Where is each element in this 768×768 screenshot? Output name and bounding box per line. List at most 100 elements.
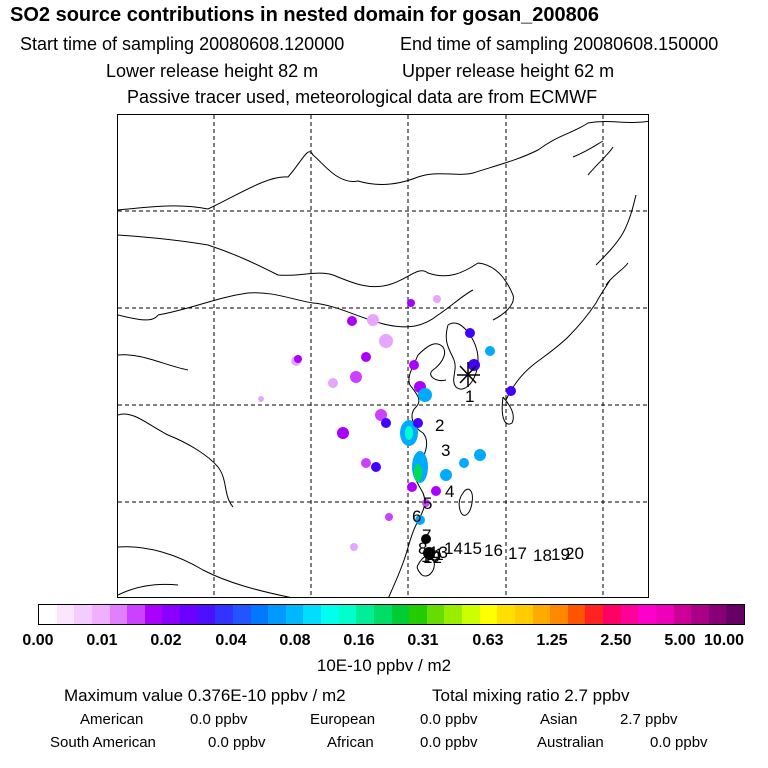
plume-patch [431,486,441,496]
colorbar-swatch [39,605,57,624]
trajectory-dots [421,534,435,559]
trajectory-label: 11 [426,545,444,564]
colorbar-swatch [638,605,656,624]
kazakh-border [118,314,189,371]
upper-release-height: Upper release height 62 m [402,61,615,81]
colorbar-swatch [655,605,674,624]
colorbar-swatch [373,605,392,624]
european-value: 0.0 ppbv [420,711,478,728]
okhotsk-coast [572,140,614,176]
south-american-value: 0.0 ppbv [208,734,266,751]
american-value: 0.0 ppbv [190,711,248,728]
plume-patch [328,378,338,388]
colorbar-swatch [585,605,603,624]
colorbar-swatch [127,605,145,624]
plume-patch [385,513,393,521]
colorbar-tick-label: 2.50 [600,632,632,649]
trajectory-label: 16 [484,541,503,560]
south-american-label: South American [50,734,156,751]
plume-patch [407,299,415,307]
plume-patch [409,360,419,370]
colorbar-tick-label: 10.00 [703,632,745,649]
plume-patch [465,328,475,338]
plume-patch [414,464,422,482]
trajectory-label: 20 [565,544,584,563]
australian-value: 0.0 ppbv [650,734,708,751]
plume-patch [258,396,264,402]
plume-patch [350,543,358,551]
total-mixing-ratio: Total mixing ratio 2.7 ppbv [432,686,630,705]
colorbar-swatch [91,605,110,624]
colorbar-tick-label: 1.25 [536,632,568,649]
colorbar-tick-label: 0.04 [215,632,247,649]
receptor-star [457,362,480,387]
plume-patch [422,499,430,507]
colorbar-tick-label: 5.00 [664,632,696,649]
colorbar-swatch [180,605,198,624]
tracer-note: Passive tracer used, meteorological data… [127,87,598,107]
trajectory-label: 6 [412,507,422,526]
plume-patch [485,346,495,356]
colorbar-swatch [726,605,744,624]
colorbar-swatch [514,605,533,624]
american-label: American [80,711,144,728]
maximum-value: Maximum value 0.376E-10 ppbv / m2 [64,686,346,705]
russia-china-border [118,234,514,321]
plume-patch [379,334,393,348]
european-label: European [310,711,376,728]
plume-patch [367,314,379,326]
asian-value: 2.7 ppbv [620,711,678,728]
colorbar-tick-label: 0.00 [22,632,54,649]
colorbar-tick-label: 0.02 [150,632,182,649]
colorbar-swatch [321,605,339,624]
map-canvas [118,115,648,597]
plume-patch [361,352,371,362]
plume-patch [415,515,425,525]
colorbar-tick-label: 0.63 [472,632,504,649]
plume-patch [506,386,516,396]
trajectory-label: 13 [429,543,448,562]
plume-patch [294,355,302,363]
graticule [118,115,648,597]
colorbar-tick-label: 0.31 [407,632,439,649]
colorbar-swatch [356,605,374,624]
colorbar-swatch [197,605,216,624]
colorbar-swatch [691,605,709,624]
arctic-coastline [118,120,648,211]
colorbar-swatch [479,605,498,624]
map-title: SO2 source contributions in nested domai… [10,4,600,26]
african-label: African [327,734,374,751]
australian-label: Australian [537,734,604,751]
trajectory-label: 1 [465,387,475,406]
trajectory-label: 17 [508,544,527,563]
trajectory-label: 14 [444,539,463,558]
mongolia-border [157,289,474,328]
trajectory-label: 2 [435,416,445,435]
colorbar-unit: 10E-10 ppbv / m2 [316,656,452,675]
lower-release-height: Lower release height 82 m [106,61,319,81]
colorbar-swatch [550,605,568,624]
trajectory-label: 9 [424,544,434,563]
india-border [118,583,179,596]
colorbar-swatch [567,605,586,624]
colorbar-swatch [497,605,515,624]
african-value: 0.0 ppbv [420,734,478,751]
colorbar-swatch [74,605,92,624]
colorbar-swatch [409,605,427,624]
trajectory-label: 4 [445,482,455,501]
plume-patch [413,418,423,428]
trajectory-label: 15 [463,539,482,558]
plume-patch [347,316,357,326]
japan-kyushu [501,396,514,425]
colorbar-swatch [162,605,180,624]
colorbar-swatch [426,605,445,624]
trajectory-label: 18 [533,546,552,565]
plume-patch [468,359,480,371]
map-panel: 1 2 3 4 5 6 7 8 9 10 11 12 13 14 15 16 1… [117,114,649,598]
bohai-coast [417,343,447,382]
trajectory-label: 19 [551,545,570,564]
colorbar-swatch [620,605,639,624]
hokkaido-sakhalin [595,194,637,286]
plume-patch [350,371,362,383]
pollution-plumes [258,295,516,551]
